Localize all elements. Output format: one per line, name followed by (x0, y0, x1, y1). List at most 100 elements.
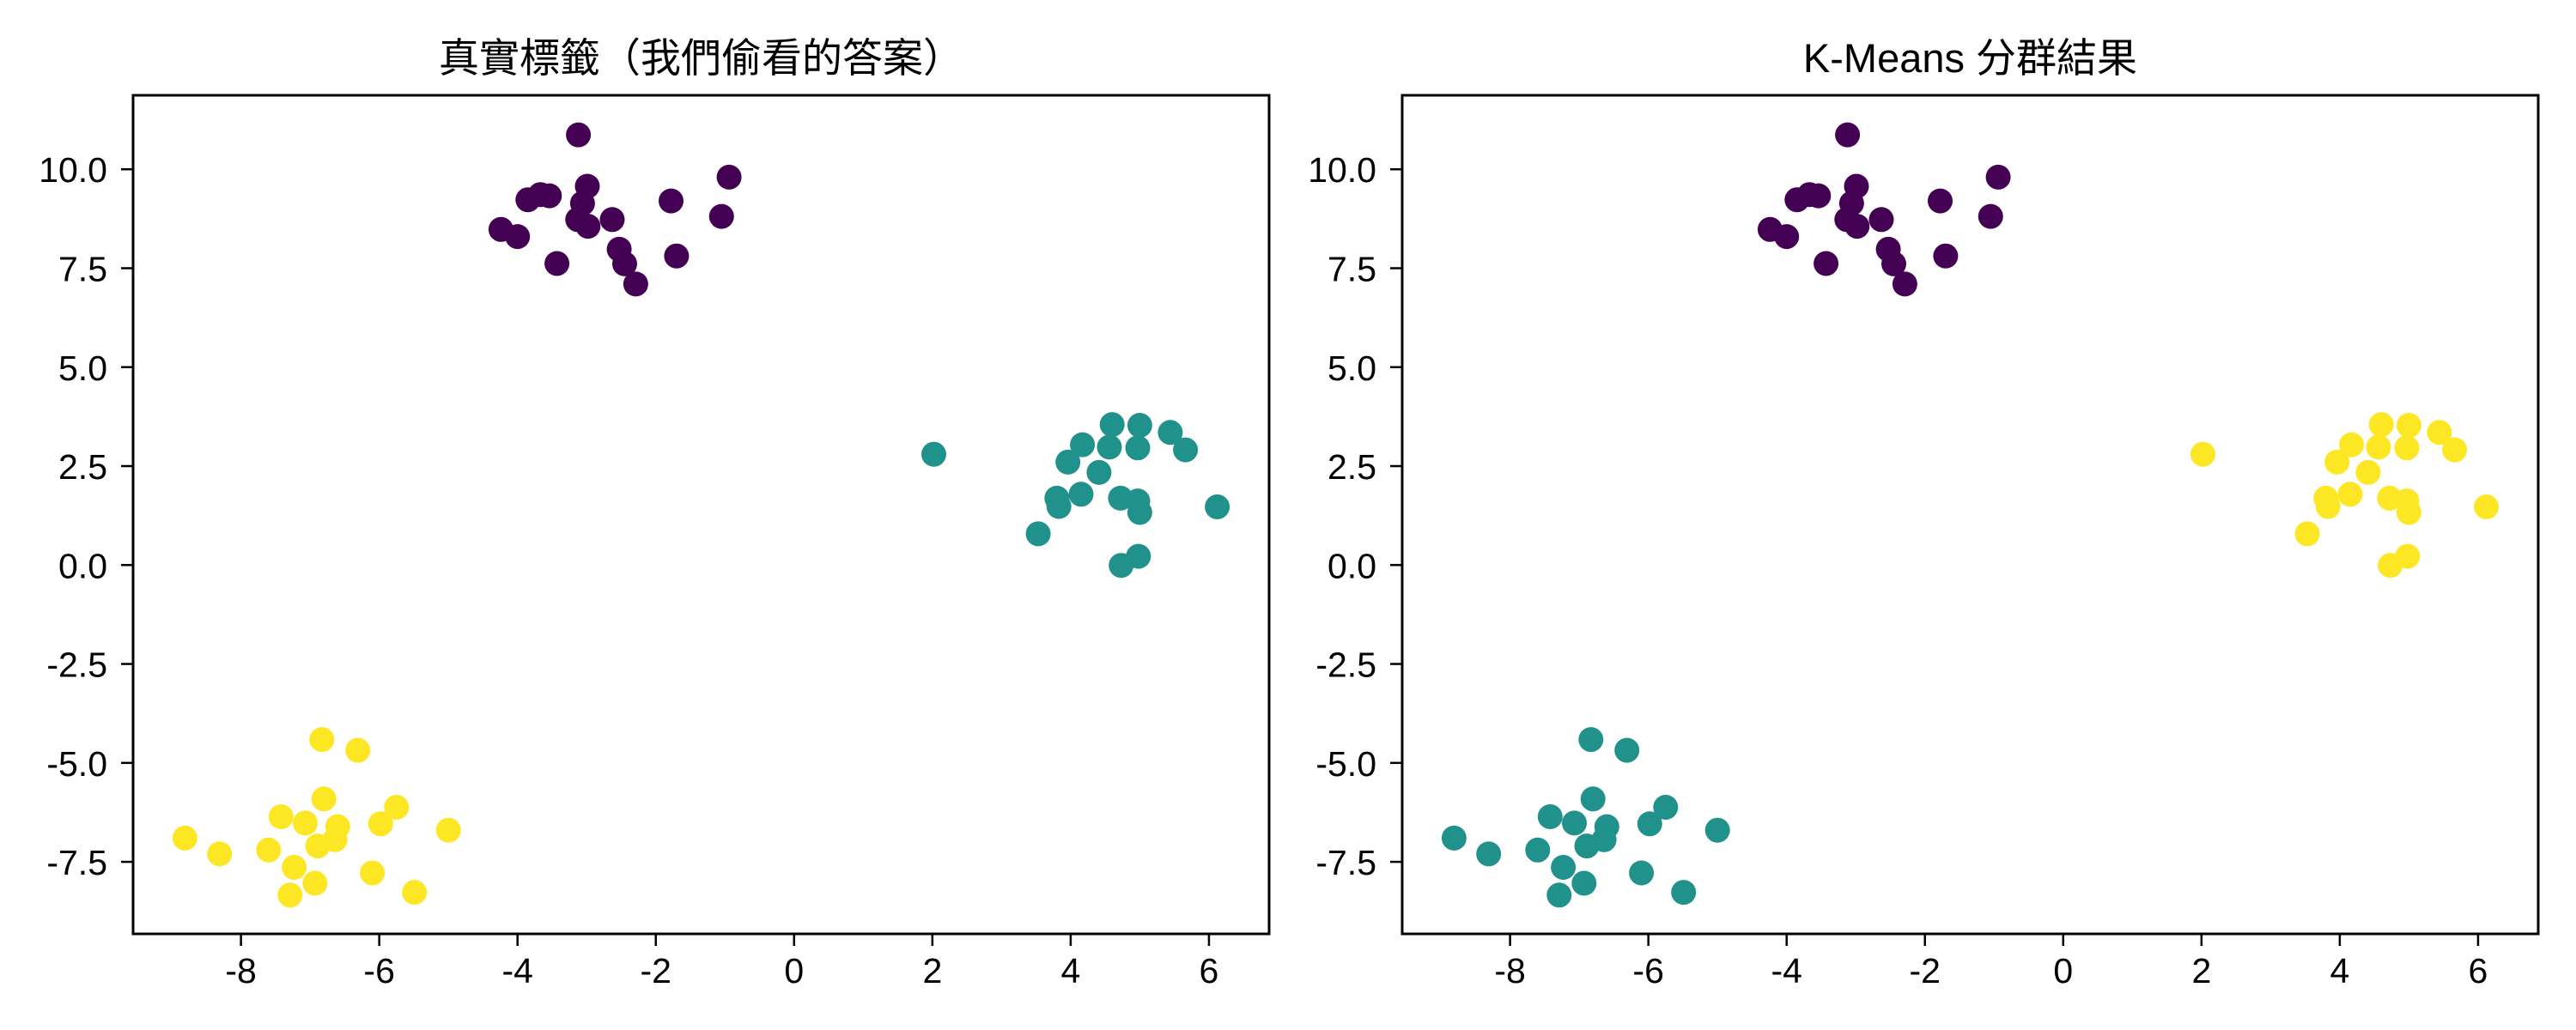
true-labels-panel: 真實標籤（我們偷看的答案） -8 -6 -4 -2 0 2 4 6 10.0 7.5 5.0 2.5 0… (39, 35, 1271, 991)
data-point (2442, 437, 2468, 463)
data-point (311, 786, 337, 812)
x-tick-label: 0 (2053, 951, 2073, 991)
data-point (282, 855, 307, 880)
x-tick-label: 4 (1060, 951, 1080, 991)
y-tick-label: 2.5 (58, 447, 107, 487)
data-point (1546, 882, 1572, 908)
data-point (1205, 494, 1230, 519)
scatter-points (172, 122, 1230, 908)
data-point (2315, 494, 2341, 519)
data-point (2366, 434, 2391, 460)
data-point (207, 841, 233, 867)
y-tick-label: 2.5 (1327, 447, 1376, 487)
y-tick-label: 5.0 (1327, 348, 1376, 388)
data-point (2378, 553, 2403, 579)
data-point (1173, 437, 1199, 463)
data-point (1671, 880, 1697, 906)
data-point (1985, 164, 2011, 190)
data-point (2190, 441, 2215, 467)
data-point (1127, 413, 1152, 438)
data-point (1127, 500, 1152, 525)
data-point (2368, 412, 2394, 438)
data-point (1774, 224, 1800, 250)
data-point (2427, 420, 2452, 445)
y-tick-label: 0.0 (1327, 546, 1376, 585)
data-point (1537, 804, 1563, 829)
data-point (1881, 251, 1906, 276)
y-tick-label: -7.5 (1315, 843, 1376, 882)
data-point (921, 441, 946, 467)
data-point (1086, 459, 1112, 485)
x-tick-label: -4 (1771, 951, 1801, 991)
data-point (345, 737, 371, 763)
y-tick-label: 10.0 (39, 150, 107, 190)
data-point (1629, 860, 1655, 886)
data-point (1125, 435, 1151, 461)
data-point (368, 811, 393, 837)
data-point (1978, 203, 2003, 229)
x-tick-label: -8 (1494, 951, 1525, 991)
data-point (268, 804, 294, 829)
data-point (1814, 251, 1839, 276)
data-point (1157, 420, 1183, 445)
data-point (2337, 482, 2363, 507)
data-point (1476, 841, 1502, 867)
x-tick-label: 2 (922, 951, 942, 991)
y-tick-label: -2.5 (1315, 645, 1376, 685)
data-point (1025, 521, 1051, 547)
y-tick-label: -5.0 (1315, 744, 1376, 784)
y-tick-label: 10.0 (1308, 150, 1376, 190)
data-point (302, 870, 328, 896)
kmeans-scatter-plot: -8 -6 -4 -2 0 2 4 6 10.0 7.5 5.0 2.5 0.0 -2.5 -5.0 -7.5 (1308, 94, 2540, 991)
data-point (305, 833, 331, 859)
x-tick-label: -8 (225, 951, 256, 991)
data-point (1046, 494, 1072, 519)
data-point (1055, 449, 1081, 475)
data-point (435, 817, 461, 843)
y-tick-label: 0.0 (58, 546, 107, 585)
data-point (1806, 183, 1832, 209)
data-point (599, 207, 625, 233)
y-tick-label: -7.5 (46, 843, 107, 882)
data-point (1571, 870, 1597, 896)
panel-title: K-Means 分群結果 (1802, 35, 2138, 81)
data-point (1614, 737, 1640, 763)
true-labels-scatter-plot: -8 -6 -4 -2 0 2 4 6 10.0 7.5 5.0 2.5 0.0 -2.5 -5.0 -7.5 (39, 94, 1271, 991)
x-tick-label: 2 (2191, 951, 2211, 991)
data-point (1928, 188, 1953, 214)
data-point (1704, 817, 1730, 843)
data-point (2474, 494, 2500, 519)
x-tick-label: -6 (1632, 951, 1663, 991)
data-point (402, 880, 428, 906)
data-point (172, 825, 197, 851)
data-point (277, 882, 303, 908)
data-point (1580, 786, 1606, 812)
y-tick-label: 7.5 (1327, 249, 1376, 288)
scatter-points (1441, 122, 2500, 908)
data-point (1525, 837, 1551, 863)
x-tick-label: 4 (2330, 951, 2349, 991)
data-point (537, 183, 562, 209)
data-point (1068, 482, 1094, 507)
data-point (2339, 432, 2365, 457)
x-tick-label: 0 (784, 951, 804, 991)
y-tick-label: -5.0 (46, 744, 107, 784)
y-tick-label: 5.0 (58, 348, 107, 388)
data-point (1653, 795, 1679, 820)
data-point (1441, 825, 1467, 851)
data-point (2396, 500, 2421, 525)
x-tick-label: -4 (501, 951, 532, 991)
x-tick-label: -6 (363, 951, 394, 991)
data-point (1097, 434, 1122, 460)
data-point (2394, 435, 2420, 461)
data-point (293, 810, 318, 836)
data-point (1637, 811, 1662, 837)
data-point (1099, 412, 1125, 438)
data-point (716, 164, 742, 190)
data-point (1933, 243, 1959, 269)
axes-frame (131, 94, 1271, 936)
x-tick-label: 6 (1200, 951, 1219, 991)
data-point (566, 122, 592, 148)
data-point (1892, 271, 1917, 297)
axes-frame (1400, 94, 2540, 936)
